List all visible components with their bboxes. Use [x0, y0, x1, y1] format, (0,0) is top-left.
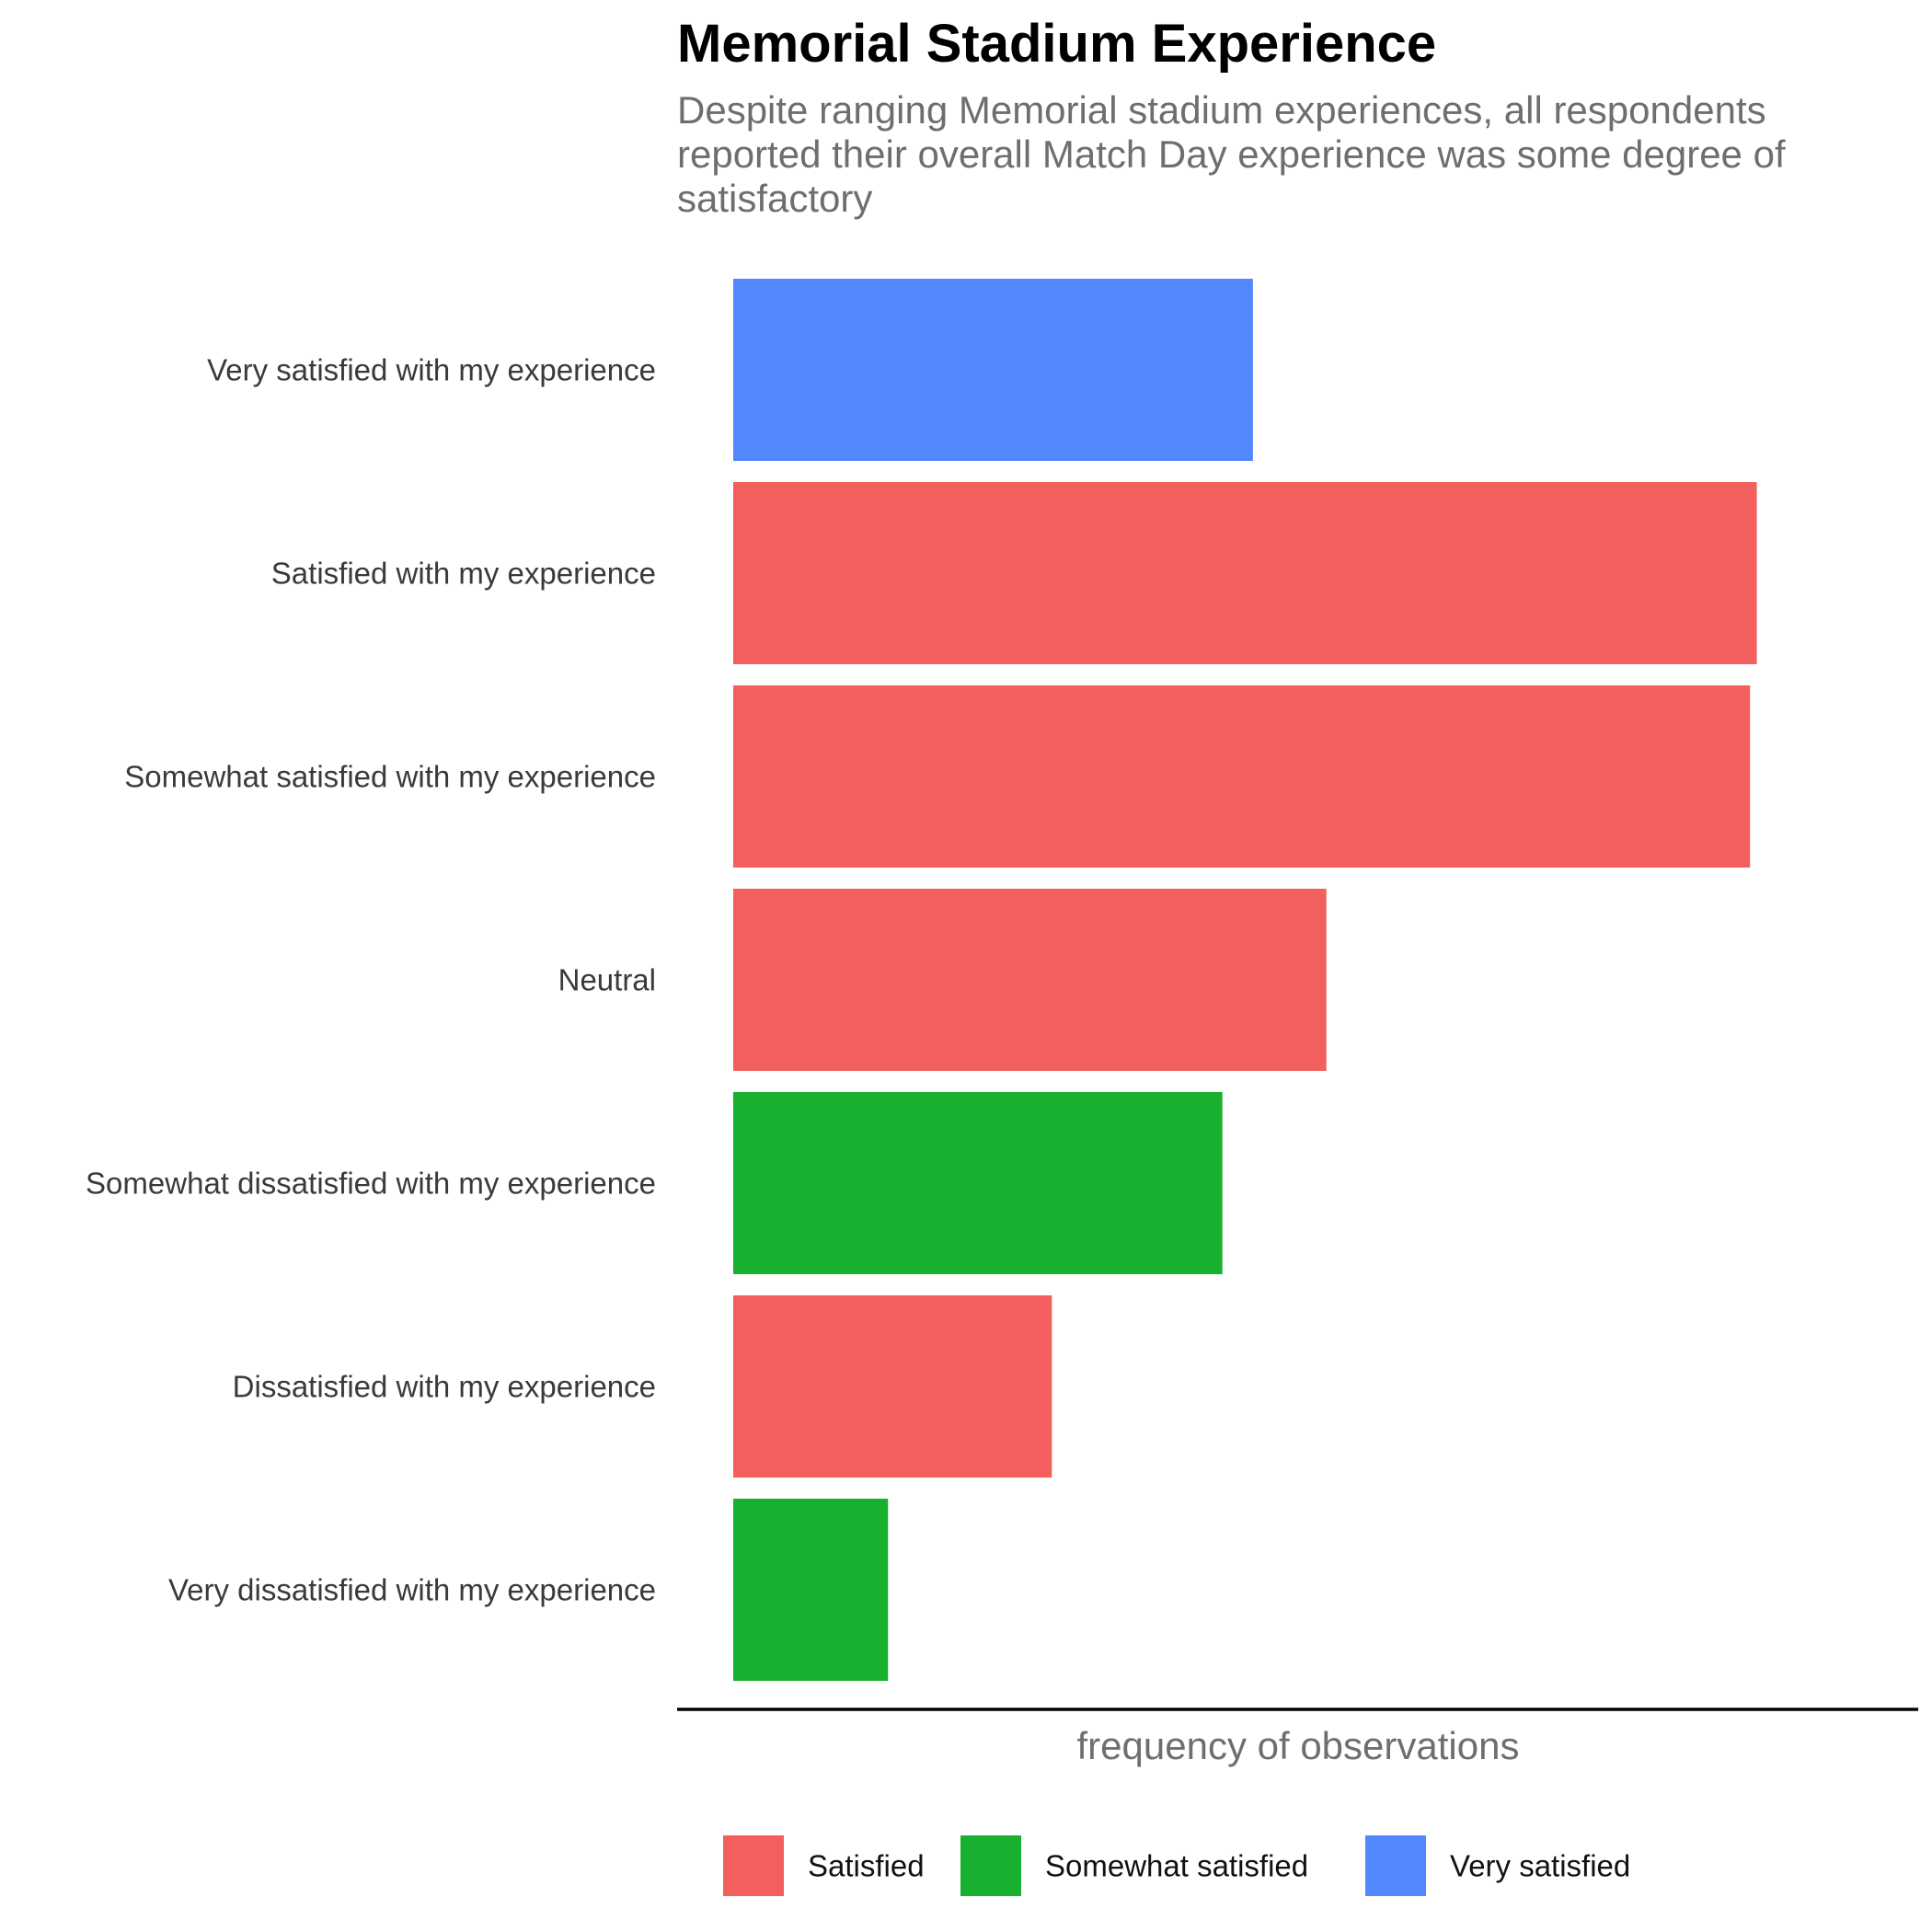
category-label: Dissatisfied with my experience: [233, 1370, 656, 1404]
legend-item: Very satisfied: [1365, 1835, 1630, 1896]
legend-item: Somewhat satisfied: [960, 1835, 1308, 1896]
bar: [733, 1092, 1223, 1274]
category-label: Neutral: [558, 963, 656, 997]
chart-subtitle: Despite ranging Memorial stadium experie…: [677, 88, 1786, 220]
bar: [733, 482, 1757, 664]
x-axis-title: frequency of observations: [1077, 1724, 1520, 1767]
bar: [733, 1499, 889, 1681]
legend-label: Somewhat satisfied: [1045, 1849, 1308, 1883]
category-label: Somewhat satisfied with my experience: [124, 760, 656, 794]
category-label: Somewhat dissatisfied with my experience: [86, 1167, 656, 1201]
bar: [733, 279, 1253, 461]
legend-label: Satisfied: [808, 1849, 925, 1883]
legend-label: Very satisfied: [1450, 1849, 1630, 1883]
legend-swatch: [723, 1835, 784, 1896]
legend-swatch: [1365, 1835, 1426, 1896]
category-labels-group: Very satisfied with my experience Satisfi…: [86, 353, 656, 1607]
bars-group: [733, 279, 1757, 1681]
bar: [733, 685, 1751, 868]
category-label: Satisfied with my experience: [271, 557, 656, 591]
category-label: Very satisfied with my experience: [207, 353, 656, 387]
chart-title: Memorial Stadium Experience: [677, 14, 1437, 74]
legend-item: Satisfied: [723, 1835, 925, 1896]
bar: [733, 1295, 1052, 1478]
legend-swatch: [960, 1835, 1021, 1896]
category-label: Very dissatisfied with my experience: [168, 1573, 656, 1607]
legend: Satisfied Somewhat satisfied Very satisfie…: [723, 1835, 1630, 1896]
bar: [733, 889, 1327, 1071]
